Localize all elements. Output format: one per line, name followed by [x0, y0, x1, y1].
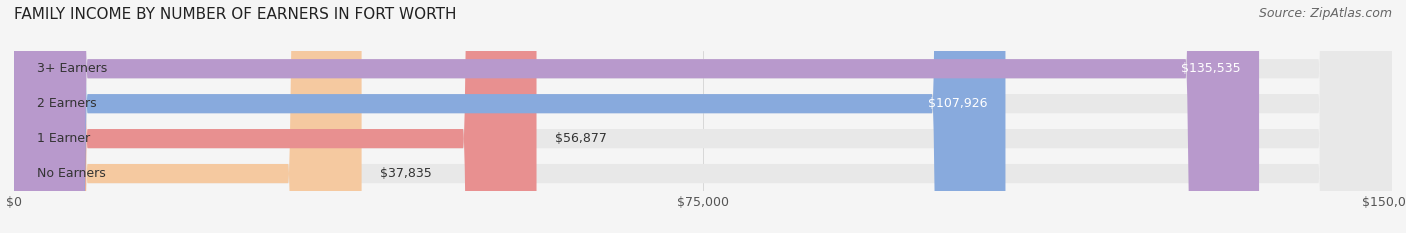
- FancyBboxPatch shape: [14, 0, 1258, 233]
- FancyBboxPatch shape: [14, 0, 1392, 233]
- Text: FAMILY INCOME BY NUMBER OF EARNERS IN FORT WORTH: FAMILY INCOME BY NUMBER OF EARNERS IN FO…: [14, 7, 457, 22]
- Text: 3+ Earners: 3+ Earners: [37, 62, 107, 75]
- Text: 2 Earners: 2 Earners: [37, 97, 97, 110]
- FancyBboxPatch shape: [14, 0, 361, 233]
- FancyBboxPatch shape: [14, 0, 537, 233]
- Text: 1 Earner: 1 Earner: [37, 132, 90, 145]
- Text: $56,877: $56,877: [555, 132, 607, 145]
- FancyBboxPatch shape: [14, 0, 1392, 233]
- Text: $135,535: $135,535: [1181, 62, 1240, 75]
- Text: $107,926: $107,926: [928, 97, 987, 110]
- Text: Source: ZipAtlas.com: Source: ZipAtlas.com: [1258, 7, 1392, 20]
- Text: No Earners: No Earners: [37, 167, 105, 180]
- FancyBboxPatch shape: [14, 0, 1005, 233]
- Text: $37,835: $37,835: [380, 167, 432, 180]
- FancyBboxPatch shape: [14, 0, 1392, 233]
- FancyBboxPatch shape: [14, 0, 1392, 233]
